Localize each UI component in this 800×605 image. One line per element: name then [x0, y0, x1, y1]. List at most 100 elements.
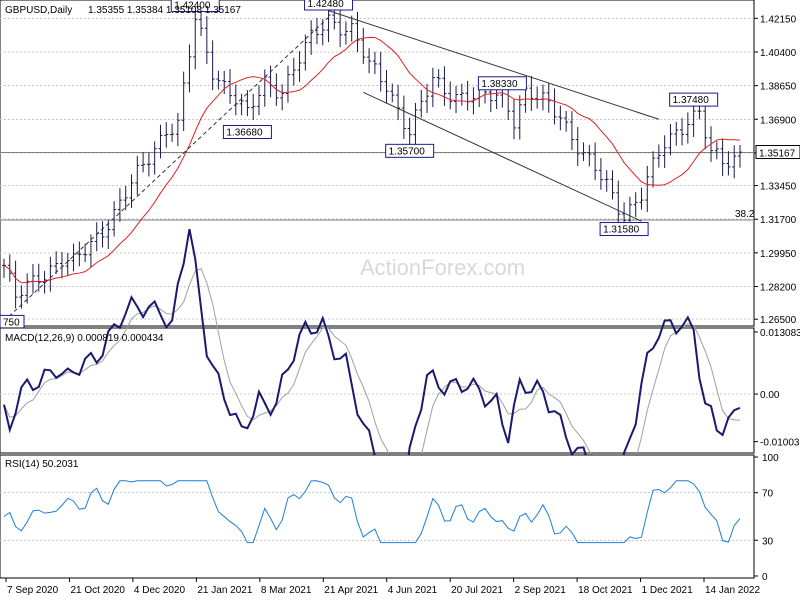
annotation-box: [477, 76, 527, 91]
channel-upper-line: [328, 10, 660, 120]
ohlc-bar: [285, 65, 290, 103]
last-price-label: 1.35167: [759, 149, 796, 160]
x-tick-label: 7 Sep 2020: [7, 585, 59, 596]
ohlc-bar: [720, 138, 725, 177]
ohlc-bar: [256, 85, 261, 116]
ohlc-bar: [425, 83, 430, 114]
price-y-tick-label: 1.26500: [760, 315, 797, 326]
price-y-tick-label: 1.33450: [760, 182, 797, 193]
ohlc-bar: [251, 93, 256, 121]
ohlc-bar: [13, 260, 18, 309]
ohlc-bar: [407, 117, 412, 145]
x-tick-label: 21 Apr 2021: [324, 585, 378, 596]
ohlc-bar: [245, 90, 250, 117]
annotation-text: 1.38330: [481, 79, 518, 90]
ohlc-bar: [529, 76, 534, 111]
annotation-box: [385, 143, 435, 158]
annotation-label: 1.42480: [304, 0, 354, 11]
annotation-text: 1.42400: [174, 1, 211, 12]
rsi-line: [3, 480, 741, 544]
ohlc-bar: [349, 15, 354, 42]
ohlc-bar: [668, 123, 673, 156]
last-price-tag: 1.35167: [755, 145, 800, 160]
ohlc-bar: [7, 254, 12, 282]
x-tick-label: 1 Dec 2021: [642, 585, 694, 596]
price-y-tick-label: 1.36900: [760, 115, 797, 126]
ohlc-bar: [436, 69, 441, 88]
ohlc-bar: [656, 144, 661, 168]
ohlc-bar: [610, 170, 615, 200]
macd-y-tick-label: -0.01003: [760, 438, 800, 449]
ohlc-bar: [239, 93, 244, 116]
ohlc-bar: [112, 201, 117, 237]
ohlc-bar: [135, 155, 140, 196]
ohlc-bar: [598, 158, 603, 190]
ohlc-bar: [511, 98, 516, 140]
annotation-text: 1.31580: [603, 225, 640, 236]
watermark: ActionForex.com: [360, 255, 525, 280]
ohlc-bar: [367, 48, 372, 74]
x-tick-label: 14 Jan 2022: [705, 585, 760, 596]
ohlc-bar: [569, 111, 574, 151]
ohlc-bar: [633, 192, 638, 217]
x-tick-label: 4 Dec 2020: [134, 585, 186, 596]
ohlc-bar: [123, 185, 128, 211]
price-y-tick-label: 1.28200: [760, 283, 797, 294]
annotation-label: 1.36680: [222, 124, 272, 139]
ohlc-bar: [651, 151, 656, 188]
ohlc-bar: [384, 70, 389, 104]
ohlc-bar: [199, 11, 204, 37]
ohlc-bar: [616, 180, 621, 227]
annotation-text: 1.36680: [226, 127, 263, 138]
annotation-text: 1.35700: [389, 146, 426, 157]
price-ohlc: 1.35355 1.35384 1.35108 1.35167: [88, 5, 241, 16]
macd-y-tick-label: 0.013083: [760, 328, 800, 339]
ohlc-bar: [575, 127, 580, 166]
annotation-box: [669, 92, 719, 107]
price-pane: [0, 0, 755, 327]
ohlc-bar: [726, 151, 731, 176]
rsi-pane: [0, 454, 755, 579]
ohlc-bar: [181, 71, 186, 132]
annotation-label: 1.37480: [669, 92, 719, 107]
ohlc-bar: [517, 95, 522, 140]
ohlc-bar: [117, 188, 122, 222]
ohlc-bar: [703, 98, 708, 150]
annotation-text: 1.42480: [308, 0, 345, 10]
annotation-label: 1.31580: [599, 222, 649, 237]
ohlc-bar: [459, 83, 464, 106]
ohlc-bar: [581, 142, 586, 162]
annotation-box: [222, 124, 272, 139]
annotation-label: 1.42400: [170, 0, 220, 13]
ohlc-bar: [390, 83, 395, 103]
price-title: GBPUSD,Daily: [5, 5, 72, 16]
ohlc-bar: [645, 165, 650, 213]
ohlc-bar: [343, 21, 348, 45]
ohlc-bar: [448, 81, 453, 110]
ohlc-bar: [36, 263, 41, 292]
annotation-label: 1.35700: [385, 143, 435, 158]
ohlc-bar: [152, 141, 157, 175]
annotation-text: 1.37480: [673, 95, 710, 106]
channel-lower-line: [363, 91, 642, 222]
ohlc-bar: [158, 124, 163, 159]
x-tick-label: 21 Oct 2020: [70, 585, 125, 596]
ohlc-bar: [430, 67, 435, 108]
ohlc-bar: [280, 84, 285, 111]
x-tick-label: 21 Jan 2021: [197, 585, 252, 596]
ohlc-bar: [372, 51, 377, 75]
ohlc-bar: [210, 40, 215, 91]
ohlc-bar: [65, 252, 70, 276]
ohlc-bar: [204, 16, 209, 64]
annotation-label: 1.38330: [477, 76, 527, 91]
ohlc-bar: [691, 102, 696, 137]
ohlc-bar: [141, 152, 146, 173]
macd-y-ticks: 0.013083 0.00 -0.01003: [754, 328, 800, 449]
annotation-text: 750: [3, 317, 20, 328]
ohlc-bar: [674, 121, 679, 146]
ohlc-bar: [71, 243, 76, 272]
ohlc-bar: [291, 57, 296, 86]
price-lines: [3, 10, 741, 322]
last-price-box: [755, 145, 800, 160]
